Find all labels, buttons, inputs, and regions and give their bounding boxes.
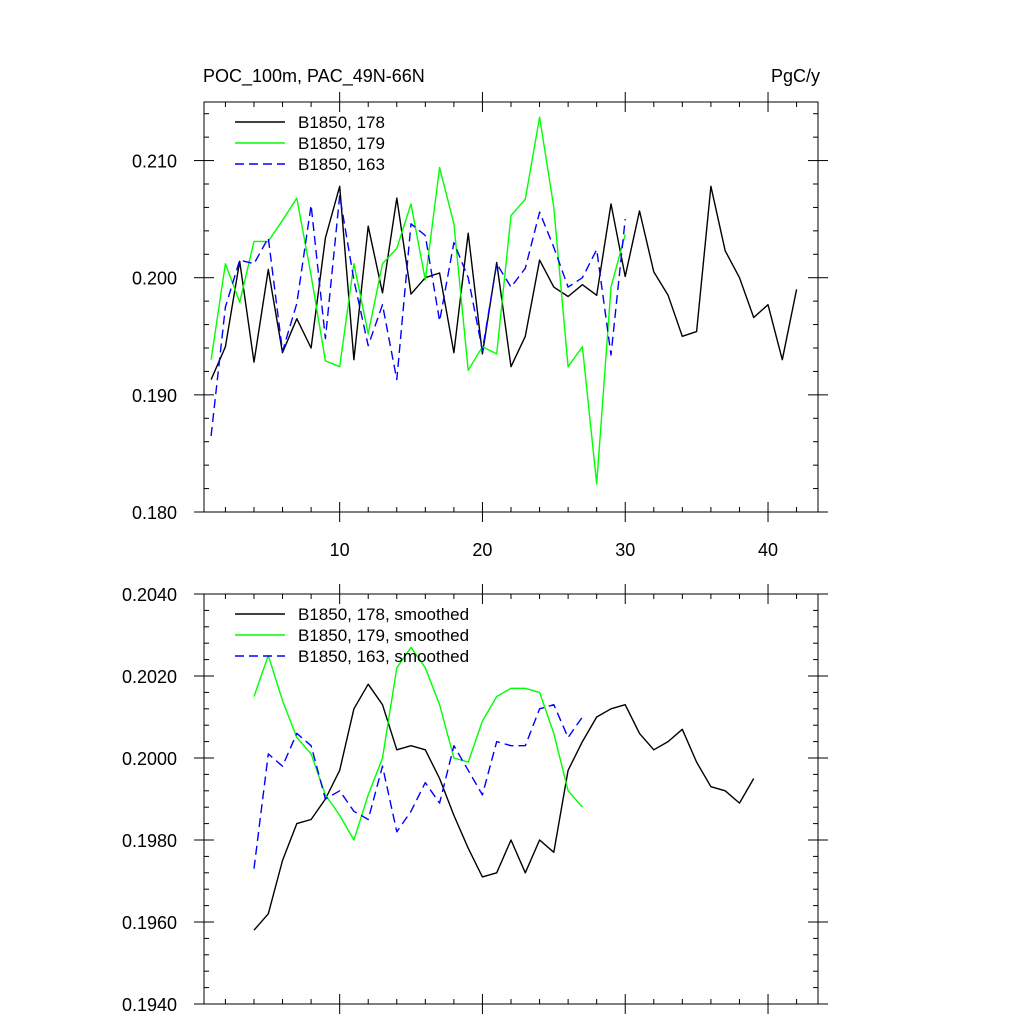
y-tick-label: 0.1940 — [122, 995, 177, 1015]
plot-frame — [203, 593, 819, 1005]
series-line-1 — [210, 185, 798, 380]
x-tick-label: 10 — [330, 540, 350, 560]
series-line-3 — [253, 704, 583, 869]
legend-label-2: B1850, 179 — [298, 134, 385, 153]
series-line-1 — [253, 683, 755, 931]
x-tick-label: 30 — [615, 540, 635, 560]
y-tick-label: 0.1980 — [122, 831, 177, 851]
y-tick-label: 0.180 — [132, 503, 177, 523]
legend-label-1: B1850, 178, smoothed — [298, 605, 469, 624]
y-tick-label: 0.210 — [132, 152, 177, 172]
series-line-2 — [253, 646, 583, 841]
chart-units: PgC/y — [771, 66, 820, 86]
legend-label-3: B1850, 163, smoothed — [298, 647, 469, 666]
y-tick-label: 0.200 — [132, 269, 177, 289]
y-tick-label: 0.1960 — [122, 913, 177, 933]
bottom-panel: 0.1940 0.1960 0.1980 0.2000 0.2020 0.2040 B185… — [122, 584, 828, 1015]
legend-label-3: B1850, 163 — [298, 155, 385, 174]
top-panel: POC_100m, PAC_49N-66N PgC/y 10 20 30 40 0.18… — [132, 66, 828, 560]
y-tick-label: 0.2000 — [122, 749, 177, 769]
y-tick-label: 0.190 — [132, 386, 177, 406]
chart-title: POC_100m, PAC_49N-66N — [203, 66, 425, 87]
x-tick-label: 20 — [472, 540, 492, 560]
y-tick-label: 0.2020 — [122, 667, 177, 687]
x-tick-label: 40 — [758, 540, 778, 560]
legend-label-1: B1850, 178 — [298, 113, 385, 132]
legend-label-2: B1850, 179, smoothed — [298, 626, 469, 645]
y-tick-label: 0.2040 — [122, 585, 177, 605]
series-line-2 — [210, 116, 626, 485]
